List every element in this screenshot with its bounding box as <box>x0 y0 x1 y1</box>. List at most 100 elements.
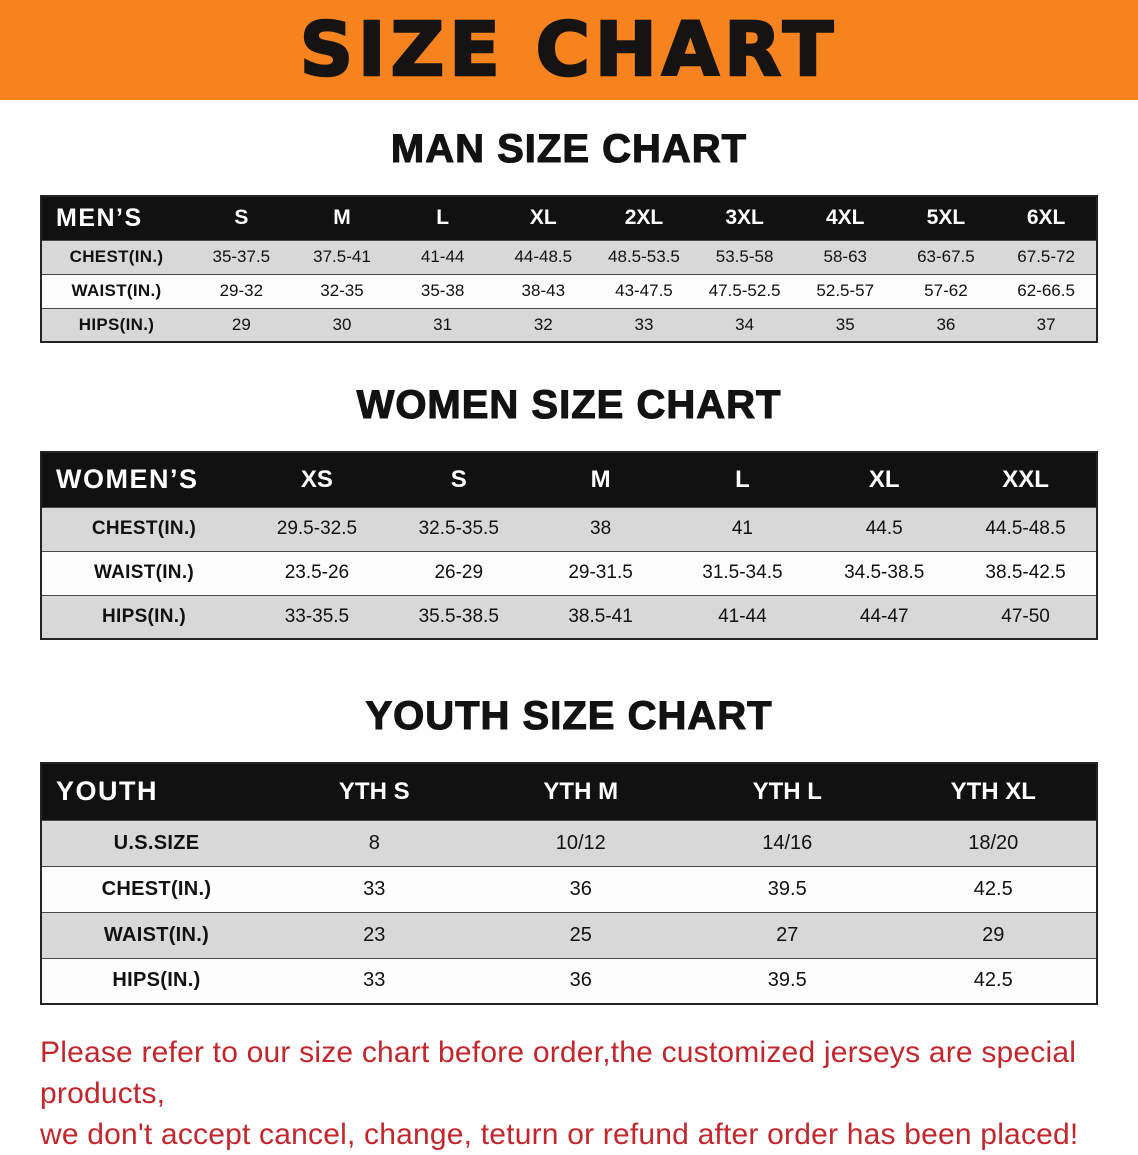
size-column-header: 6XL <box>996 196 1097 240</box>
size-column-header: YTH XL <box>890 763 1097 820</box>
size-value-cell: 42.5 <box>890 957 1097 1004</box>
section-men-size-chart: MAN SIZE CHART MEN’S S M L XL 2XL 3XL 4XL 5XL 6XL… <box>0 126 1138 343</box>
size-value-cell: 47.5-52.5 <box>694 273 795 308</box>
measurement-row: U.S.SIZE 8 10/12 14/16 18/20 <box>41 819 1097 866</box>
size-value-cell: 35 <box>794 307 896 342</box>
size-value-cell: 32-35 <box>291 273 393 308</box>
women-group-label: WOMEN’S <box>41 452 246 507</box>
size-value-cell: 44.5-48.5 <box>955 506 1097 551</box>
size-value-cell: 35.5-38.5 <box>387 594 530 639</box>
size-value-cell: 31.5-34.5 <box>671 550 814 595</box>
measurement-row: WAIST(IN.) 23 25 27 29 <box>41 911 1097 958</box>
size-column-header: L <box>671 452 814 507</box>
size-value-cell: 43-47.5 <box>593 273 695 308</box>
measurement-row: CHEST(IN.) 35-37.5 37.5-41 41-44 44-48.5 48.5… <box>41 239 1097 274</box>
size-value-cell: 34 <box>694 307 795 342</box>
footer-note: Please refer to our size chart before or… <box>40 1032 1108 1155</box>
size-value-cell: 18/20 <box>890 819 1097 866</box>
size-value-cell: 33 <box>593 307 695 342</box>
men-group-label: MEN’S <box>41 196 191 240</box>
measurement-row: CHEST(IN.) 33 36 39.5 42.5 <box>41 865 1097 912</box>
size-value-cell: 23.5-26 <box>246 550 388 595</box>
size-value-cell: 57-62 <box>895 273 997 308</box>
size-value-cell: 14/16 <box>684 819 891 866</box>
size-value-cell: 36 <box>477 957 684 1004</box>
youth-group-label: YOUTH <box>41 763 271 820</box>
measurement-label: WAIST(IN.) <box>41 911 271 958</box>
size-column-header: S <box>387 452 530 507</box>
size-value-cell: 53.5-58 <box>694 239 795 274</box>
size-value-cell: 33 <box>271 957 478 1004</box>
table-header-row: YOUTH YTH S YTH M YTH L YTH XL <box>41 763 1097 820</box>
size-value-cell: 31 <box>392 307 493 342</box>
size-column-header: M <box>291 196 393 240</box>
measurement-label: HIPS(IN.) <box>41 957 271 1004</box>
size-value-cell: 44-47 <box>813 594 956 639</box>
size-value-cell: 38.5-41 <box>529 594 672 639</box>
size-value-cell: 41 <box>671 506 814 551</box>
size-column-header: 4XL <box>794 196 896 240</box>
measurement-label: WAIST(IN.) <box>41 550 246 595</box>
size-value-cell: 39.5 <box>684 865 891 912</box>
measurement-label: U.S.SIZE <box>41 819 271 866</box>
measurement-row: WAIST(IN.) 29-32 32-35 35-38 38-43 43-47.5 47.… <box>41 273 1097 308</box>
size-value-cell: 58-63 <box>794 239 896 274</box>
size-column-header: XL <box>492 196 594 240</box>
measurement-row: CHEST(IN.) 29.5-32.5 32.5-35.5 38 41 44.5 44.5… <box>41 506 1097 551</box>
size-value-cell: 48.5-53.5 <box>593 239 695 274</box>
size-value-cell: 38 <box>529 506 672 551</box>
measurement-row: HIPS(IN.) 33-35.5 35.5-38.5 38.5-41 41-44 44-… <box>41 594 1097 639</box>
size-column-header: YTH L <box>684 763 891 820</box>
size-value-cell: 36 <box>895 307 997 342</box>
page-title: SIZE CHART <box>299 7 839 93</box>
size-column-header: M <box>529 452 672 507</box>
measurement-row: HIPS(IN.) 29 30 31 32 33 34 35 36 37 <box>41 307 1097 342</box>
size-value-cell: 29 <box>191 307 292 342</box>
size-value-cell: 47-50 <box>955 594 1097 639</box>
size-column-header: S <box>191 196 292 240</box>
size-value-cell: 32.5-35.5 <box>387 506 530 551</box>
size-value-cell: 23 <box>271 911 478 958</box>
size-value-cell: 63-67.5 <box>895 239 997 274</box>
section-youth-size-chart: YOUTH SIZE CHART YOUTH YTH S YTH M YTH L YTH… <box>0 693 1138 1005</box>
size-value-cell: 62-66.5 <box>996 273 1097 308</box>
size-column-header: 5XL <box>895 196 997 240</box>
size-value-cell: 52.5-57 <box>794 273 896 308</box>
youth-section-title: YOUTH SIZE CHART <box>365 693 773 738</box>
size-column-header: L <box>392 196 493 240</box>
measurement-label: HIPS(IN.) <box>41 307 191 342</box>
men-size-table: MEN’S S M L XL 2XL 3XL 4XL 5XL 6XL CHEST(IN.) 35-37… <box>40 195 1098 343</box>
size-value-cell: 34.5-38.5 <box>813 550 956 595</box>
youth-size-table: YOUTH YTH S YTH M YTH L YTH XL U.S.SIZE 8 10/12… <box>40 762 1098 1005</box>
size-column-header: 3XL <box>694 196 795 240</box>
measurement-label: CHEST(IN.) <box>41 239 191 274</box>
size-value-cell: 44.5 <box>813 506 956 551</box>
size-value-cell: 44-48.5 <box>492 239 594 274</box>
size-value-cell: 35-38 <box>392 273 493 308</box>
size-value-cell: 42.5 <box>890 865 1097 912</box>
size-value-cell: 36 <box>477 865 684 912</box>
size-value-cell: 29-32 <box>191 273 292 308</box>
measurement-label: WAIST(IN.) <box>41 273 191 308</box>
size-value-cell: 29.5-32.5 <box>246 506 388 551</box>
size-value-cell: 35-37.5 <box>191 239 292 274</box>
measurement-row: HIPS(IN.) 33 36 39.5 42.5 <box>41 957 1097 1004</box>
size-column-header: 2XL <box>593 196 695 240</box>
size-value-cell: 26-29 <box>387 550 530 595</box>
size-value-cell: 33-35.5 <box>246 594 388 639</box>
size-value-cell: 38.5-42.5 <box>955 550 1097 595</box>
section-women-size-chart: WOMEN SIZE CHART WOMEN’S XS S M L XL XXL CHEST(… <box>0 382 1138 640</box>
table-header-row: WOMEN’S XS S M L XL XXL <box>41 452 1097 507</box>
size-value-cell: 25 <box>477 911 684 958</box>
size-column-header: XXL <box>955 452 1097 507</box>
size-value-cell: 37.5-41 <box>291 239 393 274</box>
size-value-cell: 10/12 <box>477 819 684 866</box>
size-value-cell: 39.5 <box>684 957 891 1004</box>
size-value-cell: 29 <box>890 911 1097 958</box>
size-value-cell: 27 <box>684 911 891 958</box>
size-column-header: XS <box>246 452 388 507</box>
measurement-row: WAIST(IN.) 23.5-26 26-29 29-31.5 31.5-34.5 34… <box>41 550 1097 595</box>
size-value-cell: 41-44 <box>392 239 493 274</box>
measurement-label: CHEST(IN.) <box>41 865 271 912</box>
